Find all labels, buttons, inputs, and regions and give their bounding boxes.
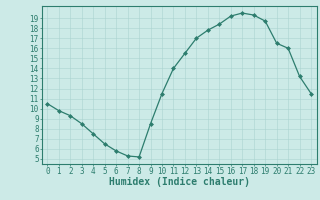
X-axis label: Humidex (Indice chaleur): Humidex (Indice chaleur): [109, 177, 250, 187]
